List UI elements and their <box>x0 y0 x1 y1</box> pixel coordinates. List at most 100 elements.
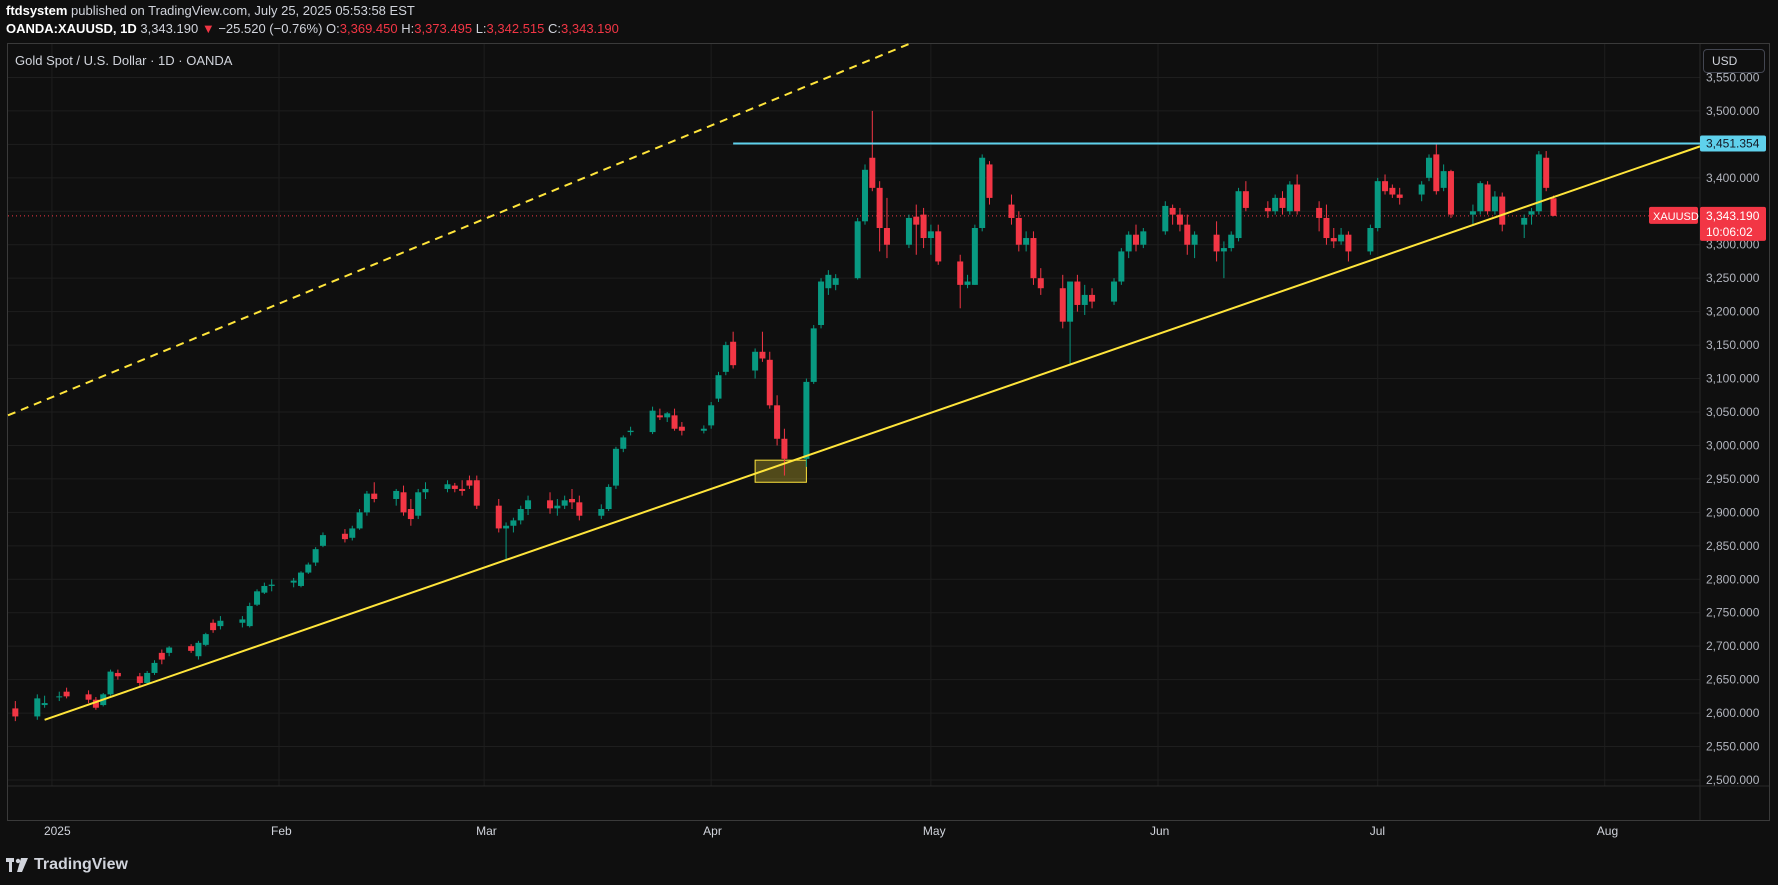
candle-up[interactable] <box>166 647 173 653</box>
candle-up[interactable] <box>649 410 656 433</box>
candle-down[interactable] <box>210 622 217 631</box>
candle-up[interactable] <box>752 351 759 371</box>
candle-up[interactable] <box>268 584 275 586</box>
candle-up[interactable] <box>971 228 978 285</box>
candle-down[interactable] <box>1030 238 1037 279</box>
candle-down[interactable] <box>1008 204 1015 218</box>
candle-up[interactable] <box>561 500 568 506</box>
candle-down[interactable] <box>883 228 890 245</box>
candle-up[interactable] <box>1125 234 1132 252</box>
candle-up[interactable] <box>151 662 158 673</box>
candle-up[interactable] <box>825 274 832 289</box>
candle-down[interactable] <box>935 231 942 262</box>
candle-down[interactable] <box>1484 184 1491 212</box>
candle-down[interactable] <box>766 359 773 406</box>
candle-down[interactable] <box>656 415 663 418</box>
candle-down[interactable] <box>986 164 993 198</box>
candle-down[interactable] <box>1242 191 1249 208</box>
candle-up[interactable] <box>510 520 517 526</box>
candle-up[interactable] <box>1418 184 1425 195</box>
candle-down[interactable] <box>1169 207 1176 215</box>
candle-up[interactable] <box>1111 281 1118 302</box>
candle-up[interactable] <box>832 278 839 285</box>
candle-up[interactable] <box>612 448 619 486</box>
candle-down[interactable] <box>1316 207 1323 218</box>
candle-down[interactable] <box>774 405 781 439</box>
candle-down[interactable] <box>158 652 165 660</box>
candle-up[interactable] <box>818 281 825 326</box>
candle-down[interactable] <box>1447 171 1454 215</box>
candle-up[interactable] <box>1220 248 1227 252</box>
candle-down[interactable] <box>869 157 876 188</box>
tradingview-logo[interactable]: TradingView <box>6 856 128 874</box>
candle-down[interactable] <box>1294 184 1301 212</box>
candle-up[interactable] <box>598 509 605 516</box>
candle-up[interactable] <box>1469 211 1476 215</box>
candle-down[interactable] <box>12 708 19 717</box>
candle-up[interactable] <box>1067 281 1074 322</box>
candle-down[interactable] <box>1264 207 1271 212</box>
candle-up[interactable] <box>290 580 297 583</box>
candle-up[interactable] <box>56 696 63 698</box>
candle-up[interactable] <box>620 437 627 449</box>
candle-up[interactable] <box>1228 234 1235 249</box>
candle-up[interactable] <box>1081 294 1088 305</box>
candle-up[interactable] <box>444 484 451 489</box>
candle-up[interactable] <box>1440 171 1447 188</box>
candle-up[interactable] <box>554 505 561 509</box>
candle-down[interactable] <box>1074 281 1081 305</box>
candle-down[interactable] <box>459 488 466 491</box>
candle-down[interactable] <box>678 426 685 431</box>
candle-down[interactable] <box>1279 197 1286 208</box>
candle-down[interactable] <box>1345 234 1352 252</box>
candle-up[interactable] <box>422 488 429 493</box>
candle-up[interactable] <box>1286 184 1293 212</box>
candle-down[interactable] <box>671 415 678 429</box>
candle-up[interactable] <box>1477 183 1484 212</box>
candle-down[interactable] <box>1550 198 1557 216</box>
candle-up[interactable] <box>305 564 312 573</box>
candle-up[interactable] <box>107 671 114 695</box>
candle-up[interactable] <box>239 619 246 623</box>
candle-down[interactable] <box>1389 187 1396 195</box>
candle-up[interactable] <box>927 231 934 239</box>
candle-up[interactable] <box>1528 211 1535 215</box>
candle-down[interactable] <box>1396 194 1403 198</box>
candle-down[interactable] <box>1015 217 1022 245</box>
candle-down[interactable] <box>473 480 480 506</box>
support-trendline[interactable] <box>44 145 1701 721</box>
candle-up[interactable] <box>664 413 671 418</box>
candle-down[interactable] <box>569 498 575 503</box>
candle-up[interactable] <box>261 585 268 593</box>
candle-down[interactable] <box>576 502 583 516</box>
candle-up[interactable] <box>363 493 370 513</box>
candle-up[interactable] <box>202 634 209 645</box>
candle-up[interactable] <box>722 345 729 372</box>
candle-up[interactable] <box>144 672 151 683</box>
candle-up[interactable] <box>803 381 810 459</box>
candle-down[interactable] <box>730 341 737 366</box>
candle-up[interactable] <box>708 405 715 426</box>
candle-up[interactable] <box>1191 234 1198 245</box>
candle-up[interactable] <box>349 528 356 538</box>
candle-up[interactable] <box>393 490 400 499</box>
candle-down[interactable] <box>495 505 502 529</box>
candle-down[interactable] <box>1176 214 1183 225</box>
candle-up[interactable] <box>979 157 986 228</box>
candle-up[interactable] <box>627 430 634 433</box>
candle-down[interactable] <box>1184 224 1191 245</box>
candle-down[interactable] <box>188 646 195 651</box>
candle-up[interactable] <box>700 428 707 431</box>
candle-up[interactable] <box>1338 234 1345 242</box>
candle-up[interactable] <box>312 549 319 563</box>
candle-down[interactable] <box>1089 294 1096 302</box>
candle-up[interactable] <box>41 703 48 706</box>
candle-down[interactable] <box>913 216 920 225</box>
candle-up[interactable] <box>1118 251 1125 282</box>
candle-down[interactable] <box>759 351 766 359</box>
candle-down[interactable] <box>451 485 458 489</box>
candle-down[interactable] <box>400 492 407 513</box>
candle-up[interactable] <box>715 375 722 399</box>
candle-up[interactable] <box>964 281 971 285</box>
